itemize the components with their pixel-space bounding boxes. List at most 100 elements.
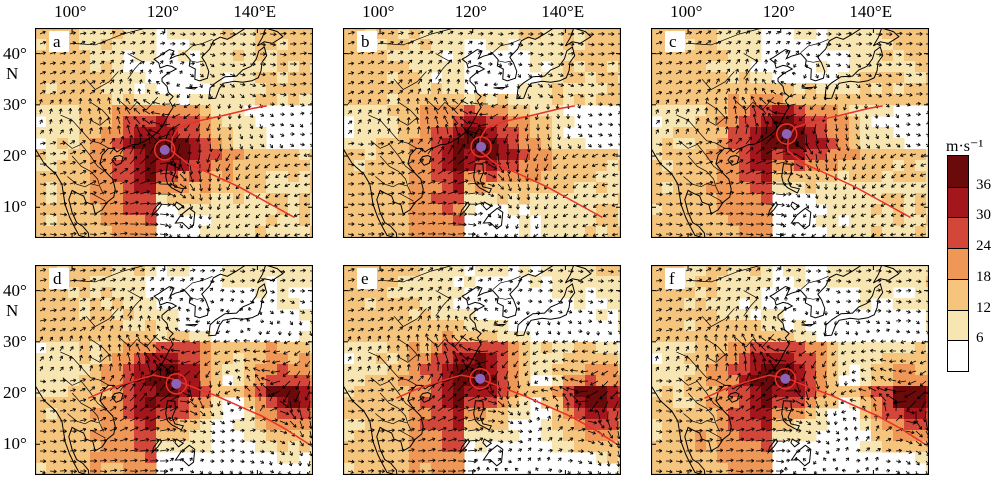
wind-arrow: [775, 31, 781, 35]
wind-arrow-head: [747, 41, 751, 45]
wind-arrow: [89, 201, 97, 205]
wind-arrow-head: [83, 180, 87, 185]
wind-speed-cell: [200, 127, 212, 139]
wind-speed-cell: [739, 28, 751, 40]
wind-speed-cell: [761, 127, 773, 139]
wind-arrow: [880, 233, 887, 236]
wind-arrow-head: [773, 159, 777, 164]
wind-speed-cell: [233, 50, 245, 62]
wind-arrow-head: [866, 145, 871, 149]
wind-arrow: [209, 83, 215, 87]
wind-arrow: [483, 93, 489, 96]
wind-arrow-head: [734, 115, 739, 119]
wind-speed-cell: [783, 116, 795, 128]
wind-arrow-head: [780, 212, 785, 217]
wind-arrow: [437, 168, 446, 175]
wind-arrow-head: [530, 41, 534, 46]
wind-arrow-head: [699, 212, 703, 216]
wind-arrow: [601, 183, 609, 186]
wind-speed-cell: [420, 105, 432, 117]
wind-speed-cell: [607, 182, 619, 194]
wind-arrow-head: [698, 150, 703, 155]
wind-arrow-head: [380, 191, 385, 195]
wind-arrow-head: [351, 192, 355, 197]
wind-arrow: [745, 169, 755, 175]
wind-speed-cell: [200, 105, 212, 117]
wind-arrow: [507, 173, 512, 182]
wind-arrow-head: [553, 185, 557, 189]
wind-arrow: [99, 126, 102, 135]
wind-arrow: [567, 123, 571, 129]
wind-speed-cell: [926, 171, 929, 183]
wind-arrow: [427, 201, 436, 205]
wind-arrow: [427, 191, 436, 195]
wind-arrow-head: [236, 176, 240, 181]
wind-arrow-head: [840, 233, 845, 238]
wind-arrow-head: [348, 130, 353, 134]
wind-arrow-head: [791, 233, 795, 237]
wind-speed-cell: [46, 50, 58, 62]
wind-arrow: [304, 173, 311, 177]
wind-arrow: [611, 203, 619, 207]
wind-speed-cell: [816, 149, 828, 161]
wind-arrow-head: [760, 146, 765, 151]
wind-arrow-head: [147, 79, 152, 83]
wind-speed-cell: [486, 127, 498, 139]
wind-arrow: [109, 233, 117, 236]
wind-arrow-head: [727, 50, 732, 54]
wind-arrow: [745, 68, 748, 75]
wind-speed-cell: [277, 204, 289, 216]
wind-arrow-head: [864, 126, 869, 130]
wind-speed-cell: [442, 215, 454, 227]
wind-arrow: [845, 43, 852, 47]
wind-arrow-head: [171, 31, 176, 36]
wind-arrow-head: [907, 143, 911, 148]
wind-arrow: [79, 170, 87, 175]
wind-arrow-head: [709, 211, 714, 216]
wind-arrow-head: [825, 86, 829, 90]
wind-arrow-head: [656, 119, 660, 124]
wind-speed-cell: [618, 226, 621, 238]
wind-speed-cell: [68, 105, 80, 117]
wind-arrow: [905, 73, 912, 77]
wind-arrow-head: [134, 232, 138, 237]
wind-speed-cell: [167, 193, 179, 205]
wind-speed-cell: [376, 83, 388, 95]
wind-arrow: [218, 133, 221, 141]
wind-speed-cell: [739, 171, 751, 183]
wind-arrow: [39, 31, 46, 35]
wind-arrow: [572, 173, 579, 179]
wind-arrow: [108, 97, 111, 105]
wind-speed-cell: [101, 39, 113, 51]
wind-arrow: [397, 161, 405, 165]
wind-arrow-head: [350, 71, 355, 75]
wind-speed-cell: [838, 28, 850, 40]
wind-arrow: [497, 183, 504, 190]
island-outline: [781, 163, 801, 194]
wind-speed-cell: [35, 215, 47, 227]
wind-speed-cell: [860, 105, 872, 117]
wind-arrow: [189, 193, 195, 200]
wind-arrow: [490, 123, 499, 131]
wind-arrow: [469, 101, 479, 105]
wind-arrow-head: [832, 224, 836, 228]
wind-arrow: [99, 148, 105, 155]
wind-speed-cell: [376, 215, 388, 227]
wind-speed-cell: [849, 72, 861, 84]
wind-arrow: [487, 32, 493, 35]
wind-speed-cell: [409, 226, 421, 238]
wind-speed-cell: [761, 226, 773, 238]
wind-arrow: [766, 107, 777, 115]
wind-arrow-head: [900, 184, 905, 188]
wind-arrow: [89, 60, 96, 65]
wind-arrow: [745, 124, 749, 135]
wind-arrow-head: [262, 62, 266, 67]
wind-arrow-head: [361, 202, 365, 207]
wind-arrow-head: [890, 232, 894, 237]
wind-speed-cell: [673, 94, 685, 106]
wind-speed-cell: [233, 265, 245, 277]
wind-arrow: [557, 83, 564, 86]
wind-arrow: [765, 192, 776, 195]
wind-arrow: [254, 223, 261, 228]
wind-arrow-head: [871, 185, 876, 189]
